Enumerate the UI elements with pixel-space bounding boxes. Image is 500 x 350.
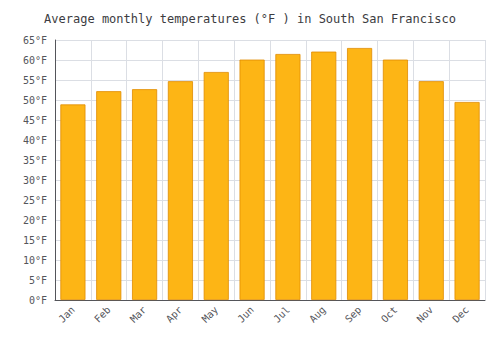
svg-text:Feb: Feb	[92, 304, 113, 325]
svg-text:50°F: 50°F	[23, 95, 47, 106]
svg-text:Aug: Aug	[307, 304, 328, 325]
svg-text:Jun: Jun	[235, 304, 256, 325]
svg-text:35°F: 35°F	[23, 155, 47, 166]
svg-text:40°F: 40°F	[23, 135, 47, 146]
svg-text:10°F: 10°F	[23, 255, 47, 266]
svg-text:45°F: 45°F	[23, 115, 47, 126]
svg-text:15°F: 15°F	[23, 235, 47, 246]
svg-text:5°F: 5°F	[29, 275, 47, 286]
svg-text:Sep: Sep	[343, 304, 364, 325]
svg-text:Apr: Apr	[164, 304, 185, 325]
svg-text:55°F: 55°F	[23, 75, 47, 86]
svg-text:25°F: 25°F	[23, 195, 47, 206]
svg-text:0°F: 0°F	[29, 295, 47, 306]
svg-text:30°F: 30°F	[23, 175, 47, 186]
svg-text:Average monthly temperatures (: Average monthly temperatures (°F ) in So…	[44, 12, 456, 26]
svg-text:Oct: Oct	[379, 304, 400, 325]
svg-text:May: May	[200, 304, 221, 325]
svg-text:Jan: Jan	[56, 304, 77, 325]
svg-text:20°F: 20°F	[23, 215, 47, 226]
svg-text:Mar: Mar	[128, 304, 149, 325]
svg-text:Dec: Dec	[450, 304, 471, 325]
svg-text:Nov: Nov	[415, 304, 436, 325]
svg-text:60°F: 60°F	[23, 55, 47, 66]
svg-text:65°F: 65°F	[23, 35, 47, 46]
svg-text:Jul: Jul	[271, 304, 292, 325]
